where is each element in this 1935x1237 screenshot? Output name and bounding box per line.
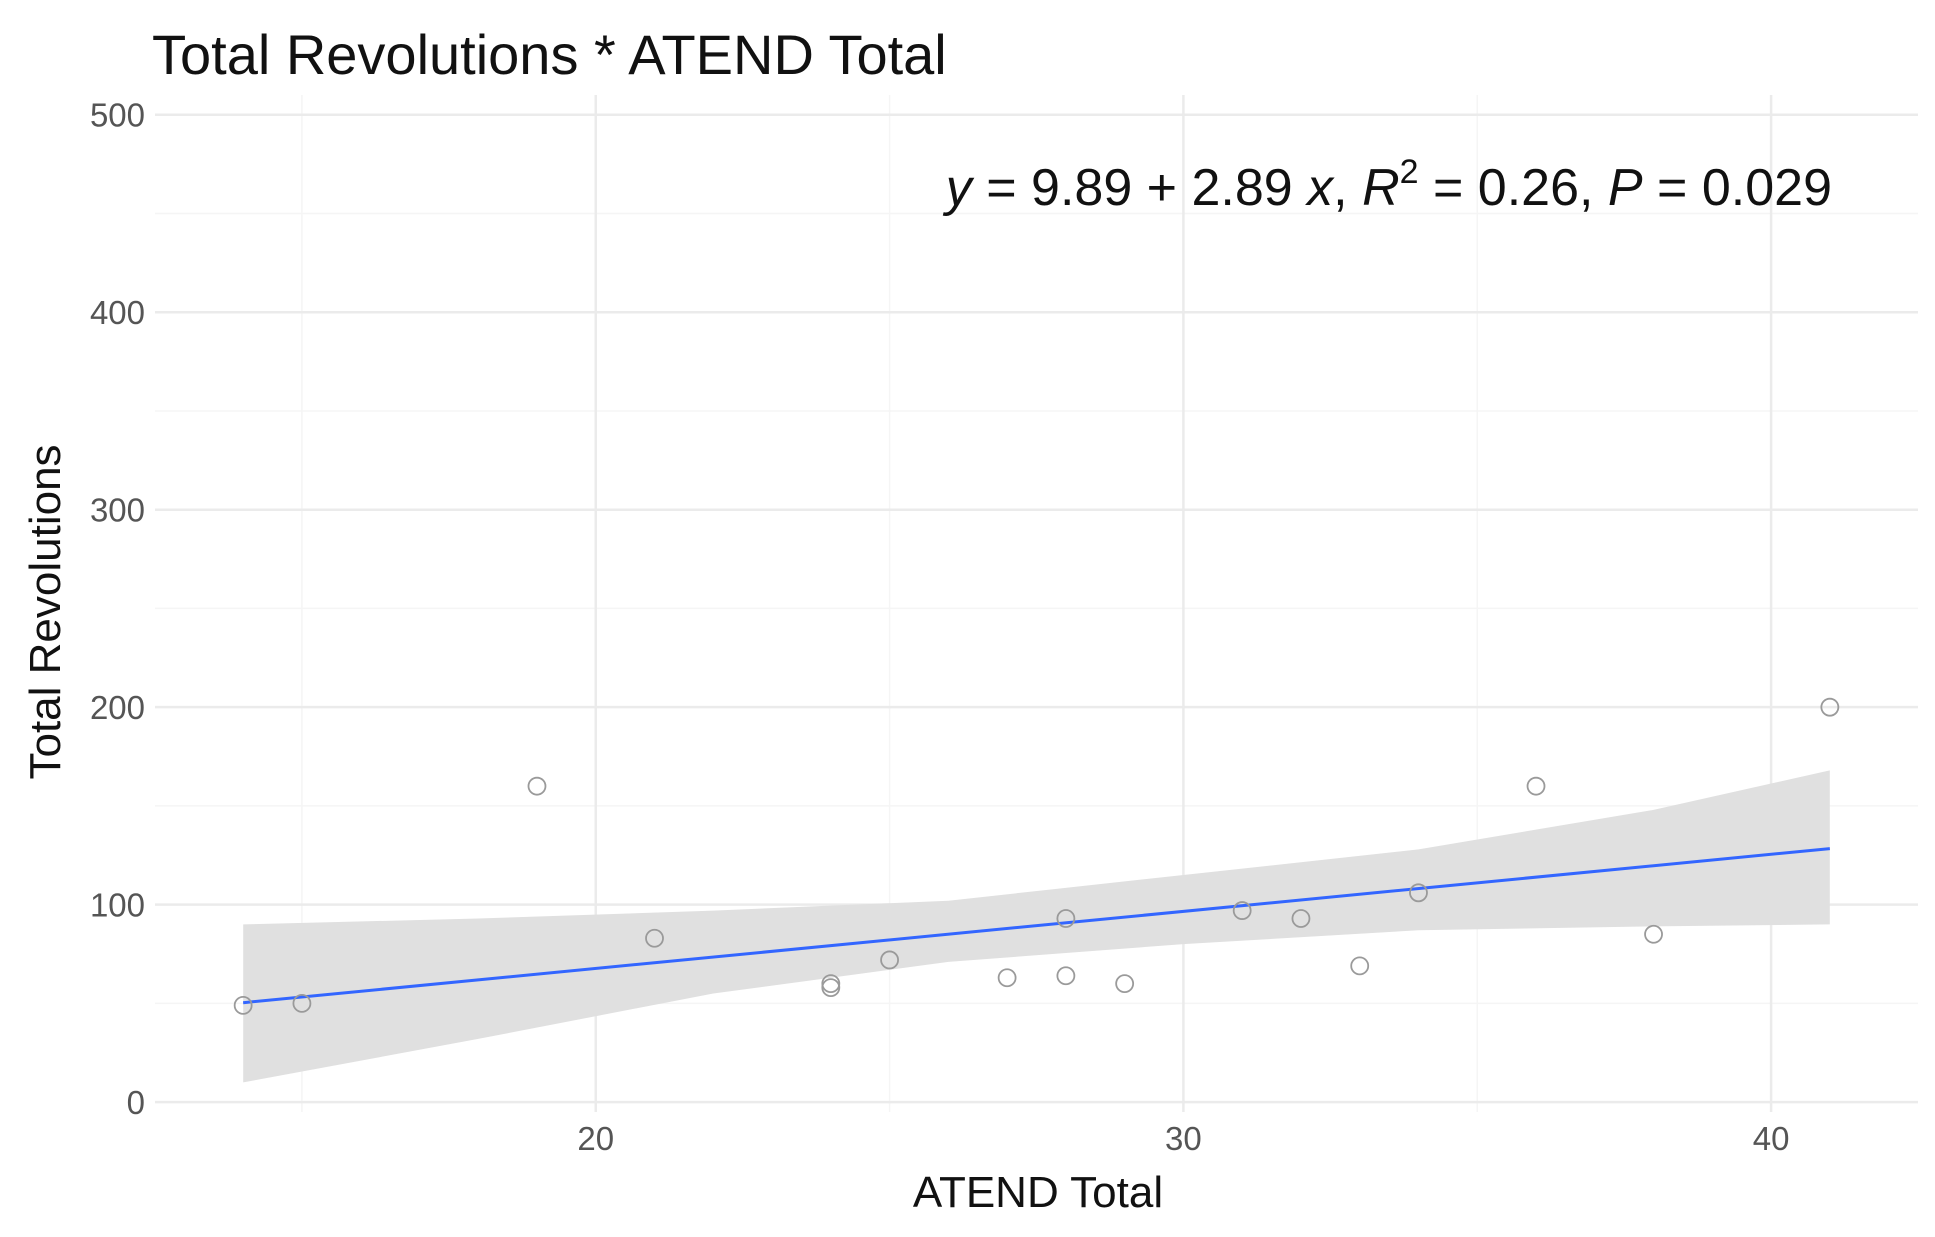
x-tick-label: 40 — [1753, 1120, 1790, 1157]
data-point — [1409, 883, 1428, 903]
eq-r-value: = 0.26, — [1419, 159, 1608, 217]
eq-r-exponent: 2 — [1400, 153, 1419, 191]
data-point — [1056, 966, 1076, 986]
data-point — [1115, 974, 1135, 994]
y-tick-label: 0 — [127, 1084, 145, 1121]
eq-y-var: y — [943, 159, 975, 217]
data-point — [1820, 697, 1840, 717]
regression-equation: y = 9.89 + 2.89 x, R2 = 0.26, P = 0.029 — [943, 153, 1832, 217]
y-tick-label: 100 — [90, 887, 145, 924]
data-point — [292, 993, 312, 1013]
data-point — [1056, 909, 1076, 928]
eq-r-var: R — [1362, 159, 1400, 217]
x-tick-label: 20 — [577, 1120, 614, 1157]
data-points — [233, 697, 1840, 1015]
data-point — [1644, 924, 1663, 944]
data-point — [1232, 901, 1252, 920]
y-tick-label: 500 — [90, 97, 145, 134]
data-point — [1291, 909, 1311, 928]
eq-x-var: x — [1304, 159, 1335, 217]
x-tick-label: 30 — [1165, 1120, 1202, 1157]
eq-p-value: = 0.029 — [1643, 159, 1832, 217]
y-axis-title: Total Revolutions — [21, 444, 70, 779]
regression-line-layer — [243, 847, 1830, 1005]
chart-title: Total Revolutions * ATEND Total — [152, 23, 947, 86]
data-point — [821, 978, 841, 997]
data-point — [997, 968, 1017, 988]
x-axis-title: ATEND Total — [913, 1168, 1163, 1217]
data-point — [880, 950, 899, 970]
y-tick-label: 300 — [90, 492, 145, 529]
data-point — [1350, 956, 1370, 976]
data-point — [527, 776, 547, 796]
y-tick-label: 200 — [90, 689, 145, 726]
eq-p-var: P — [1608, 159, 1643, 217]
data-point — [1526, 776, 1546, 796]
eq-sep: , — [1333, 159, 1362, 217]
data-point — [233, 995, 253, 1015]
regression-line — [243, 847, 1830, 1005]
tick-labels: 0 100 200 300 400 500 20 30 40 — [90, 97, 1790, 1157]
eq-middle: = 9.89 + 2.89 — [972, 159, 1307, 217]
data-point — [645, 928, 664, 948]
y-tick-label: 400 — [90, 294, 145, 331]
